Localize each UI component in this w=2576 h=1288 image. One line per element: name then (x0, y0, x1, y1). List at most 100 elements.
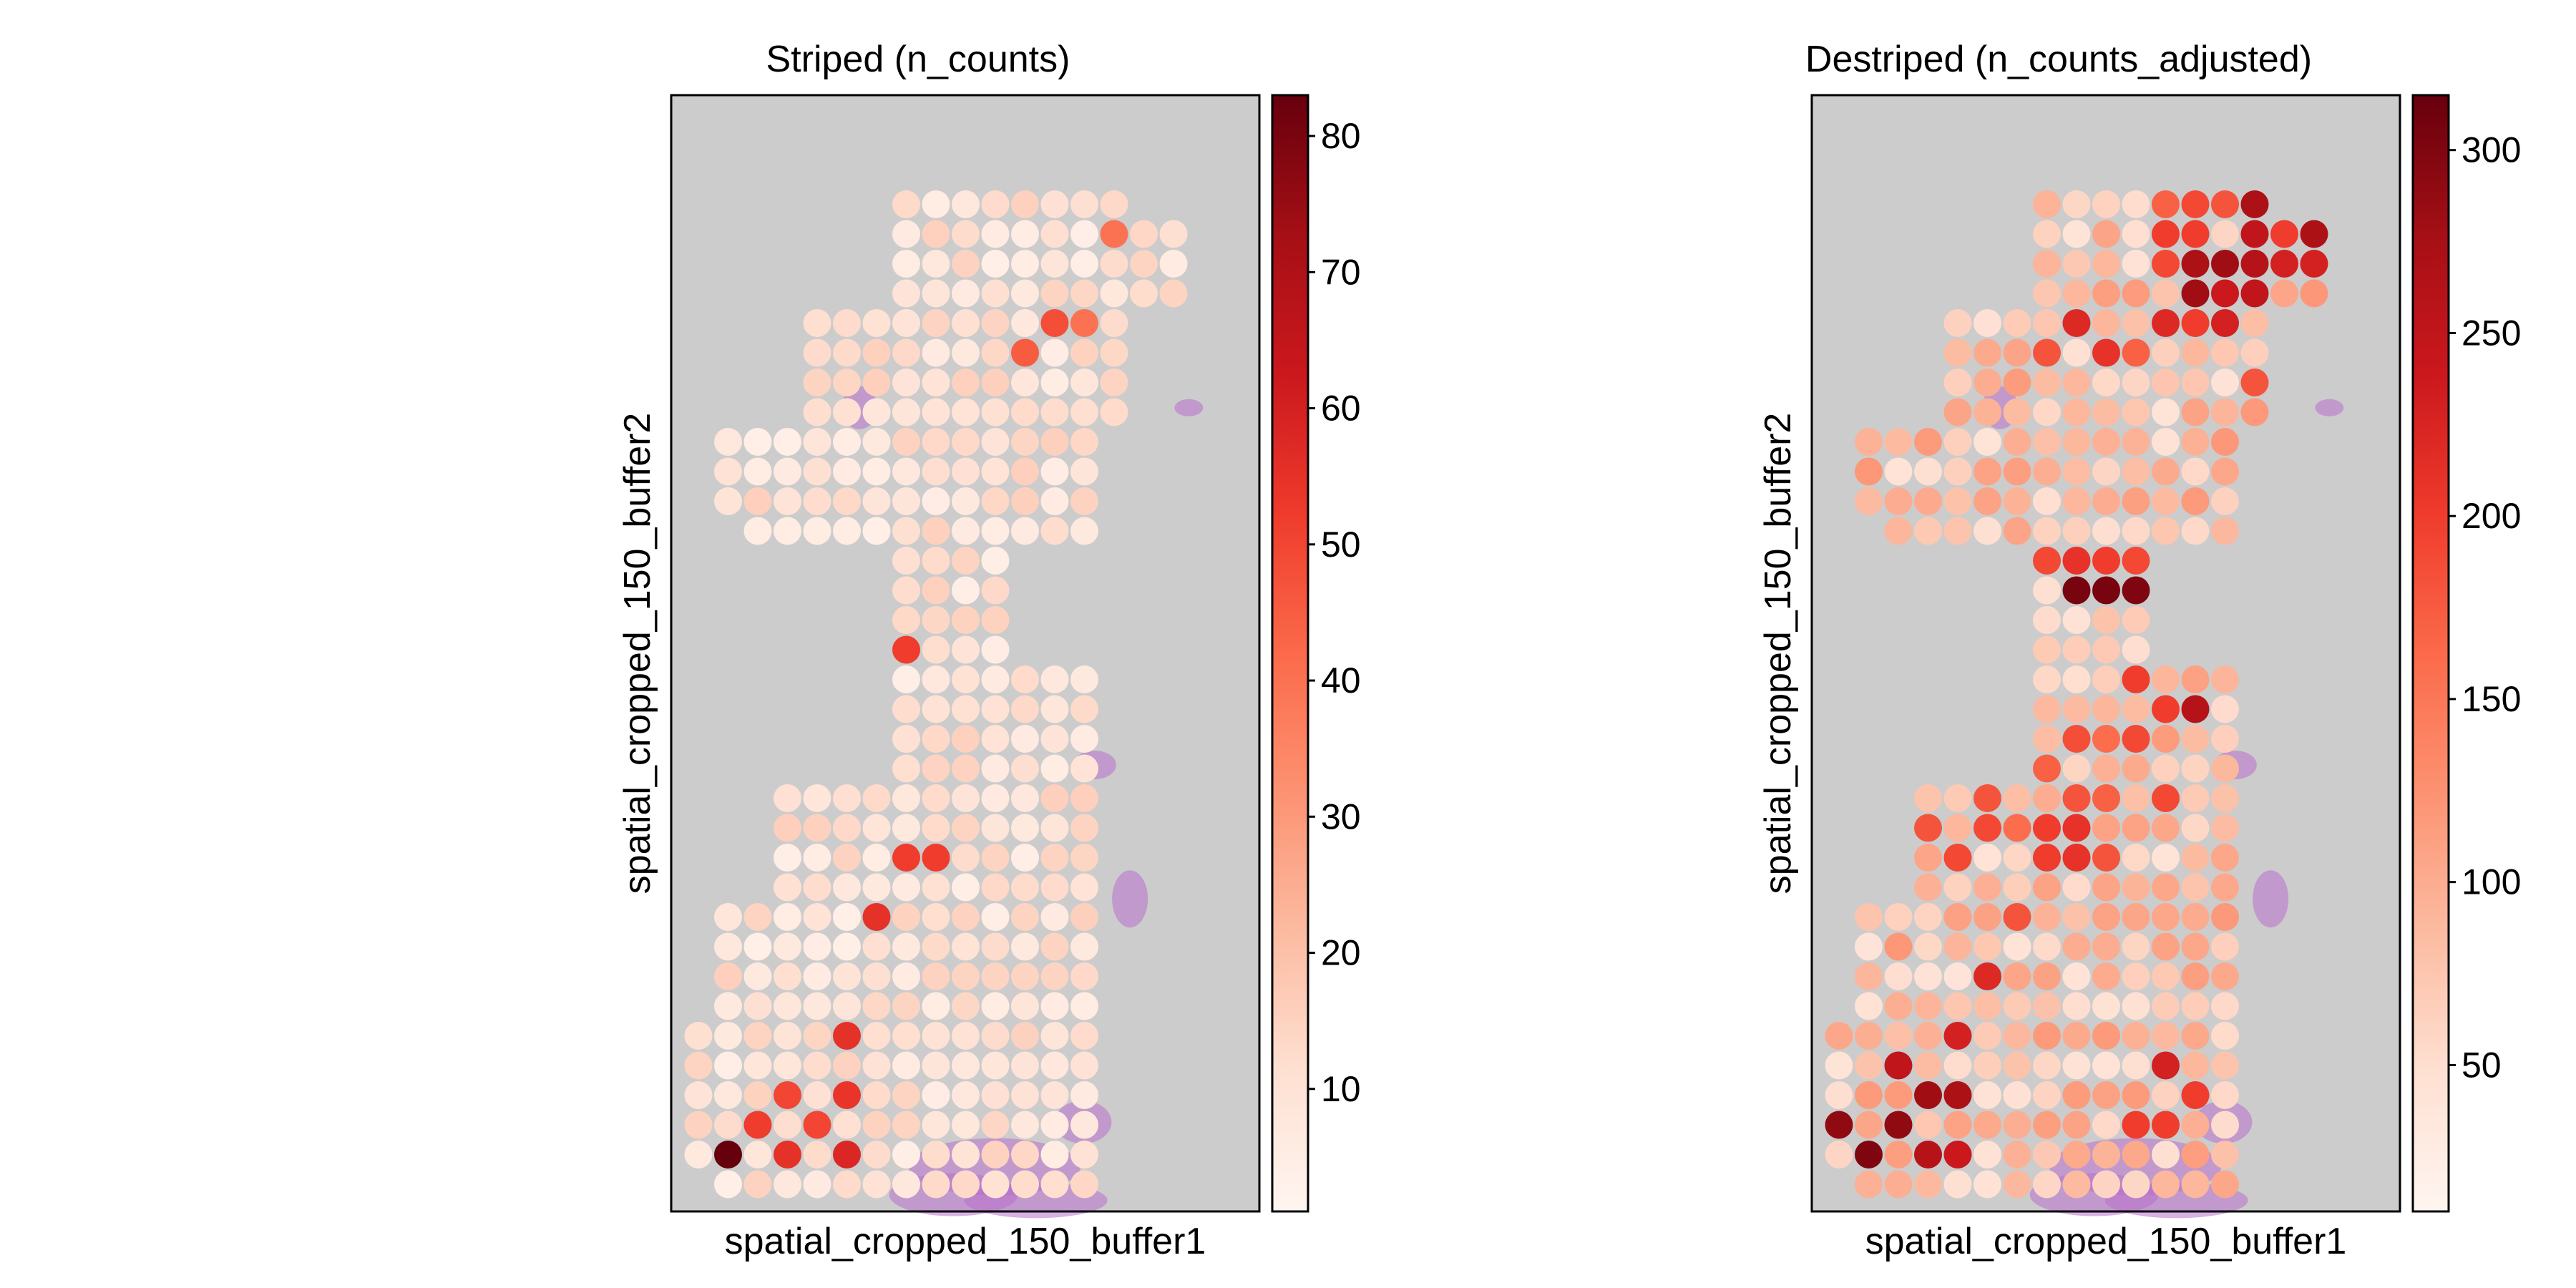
data-point (1914, 873, 1942, 902)
data-point (2092, 1141, 2120, 1169)
data-point (774, 814, 801, 842)
data-point (892, 547, 920, 575)
data-point (833, 517, 861, 545)
data-point (2122, 1170, 2150, 1199)
data-point (774, 1111, 801, 1139)
data-point (862, 487, 891, 515)
data-point (2003, 1022, 2031, 1050)
data-point (1070, 903, 1098, 931)
data-point (1070, 250, 1098, 278)
data-point (1943, 369, 1972, 396)
data-point (714, 487, 742, 515)
data-point (833, 1170, 861, 1199)
data-point (1070, 1141, 1098, 1169)
data-point (1040, 1141, 1069, 1169)
data-point (684, 1111, 713, 1139)
data-point (1070, 665, 1098, 693)
data-point (1011, 665, 1039, 693)
data-point (2181, 814, 2210, 842)
data-point (2211, 873, 2239, 902)
data-point (2152, 873, 2180, 902)
data-point (1011, 1170, 1039, 1199)
data-point (2152, 338, 2180, 367)
y-axis-label: spatial_cropped_150_buffer2 (1757, 413, 1799, 894)
data-point (2152, 279, 2180, 308)
data-point (1040, 398, 1069, 426)
data-point (2152, 992, 2180, 1020)
data-point (1855, 1141, 1883, 1169)
data-point (1914, 844, 1942, 872)
data-point (2152, 932, 2180, 961)
data-point (1040, 487, 1069, 515)
data-point (1825, 1081, 1853, 1109)
data-point (1914, 487, 1942, 515)
data-point (2092, 992, 2120, 1020)
data-point (862, 517, 891, 545)
data-point (2003, 1111, 2031, 1139)
data-point (1070, 695, 1098, 723)
data-point (743, 1022, 772, 1050)
data-point (1011, 932, 1039, 961)
data-point (1825, 1141, 1853, 1169)
data-point (862, 428, 891, 456)
data-point (1884, 428, 1913, 456)
data-point (2211, 695, 2239, 723)
data-point (803, 784, 831, 812)
data-point (2152, 517, 2180, 545)
data-point (892, 1141, 920, 1169)
data-point (1914, 457, 1942, 486)
data-point (2003, 932, 2031, 961)
data-point (743, 487, 772, 515)
data-point (2033, 665, 2061, 693)
data-point (981, 1081, 1010, 1109)
data-point (2092, 903, 2120, 931)
data-point (1884, 1081, 1913, 1109)
data-point (922, 547, 950, 575)
data-point (1884, 457, 1913, 486)
data-point (2062, 190, 2091, 218)
data-point (1914, 784, 1942, 812)
data-point (2062, 250, 2091, 278)
data-point (922, 576, 950, 605)
data-point (1040, 1022, 1069, 1050)
data-point (2062, 932, 2091, 961)
data-point (2003, 992, 2031, 1020)
data-point (952, 932, 980, 961)
data-point (952, 457, 980, 486)
data-point (2181, 309, 2210, 337)
data-point (1914, 428, 1942, 456)
data-point (1100, 398, 1128, 426)
data-point (1011, 1051, 1039, 1080)
data-point (1011, 873, 1039, 902)
data-point (803, 487, 831, 515)
data-point (952, 665, 980, 693)
data-point (1040, 754, 1069, 783)
data-point (981, 1141, 1010, 1169)
data-point (714, 1141, 742, 1169)
data-point (2092, 547, 2120, 575)
data-point (2181, 665, 2210, 693)
data-point (743, 1141, 772, 1169)
data-point (862, 338, 891, 367)
data-point (1070, 369, 1098, 396)
data-point (1855, 1051, 1883, 1080)
data-point (892, 338, 920, 367)
data-point (2211, 487, 2239, 515)
data-point (2033, 962, 2061, 990)
data-point (1040, 1111, 1069, 1139)
data-point (2122, 754, 2150, 783)
data-point (2003, 487, 2031, 515)
data-point (952, 1022, 980, 1050)
data-point (892, 814, 920, 842)
data-point (1040, 725, 1069, 753)
data-point (743, 1170, 772, 1199)
data-point (2062, 962, 2091, 990)
data-point (1974, 784, 2001, 812)
data-point (952, 279, 980, 308)
data-point (684, 1081, 713, 1109)
data-point (1070, 962, 1098, 990)
data-point (2033, 457, 2061, 486)
data-point (1040, 844, 1069, 872)
data-point (2003, 517, 2031, 545)
data-point (2003, 903, 2031, 931)
